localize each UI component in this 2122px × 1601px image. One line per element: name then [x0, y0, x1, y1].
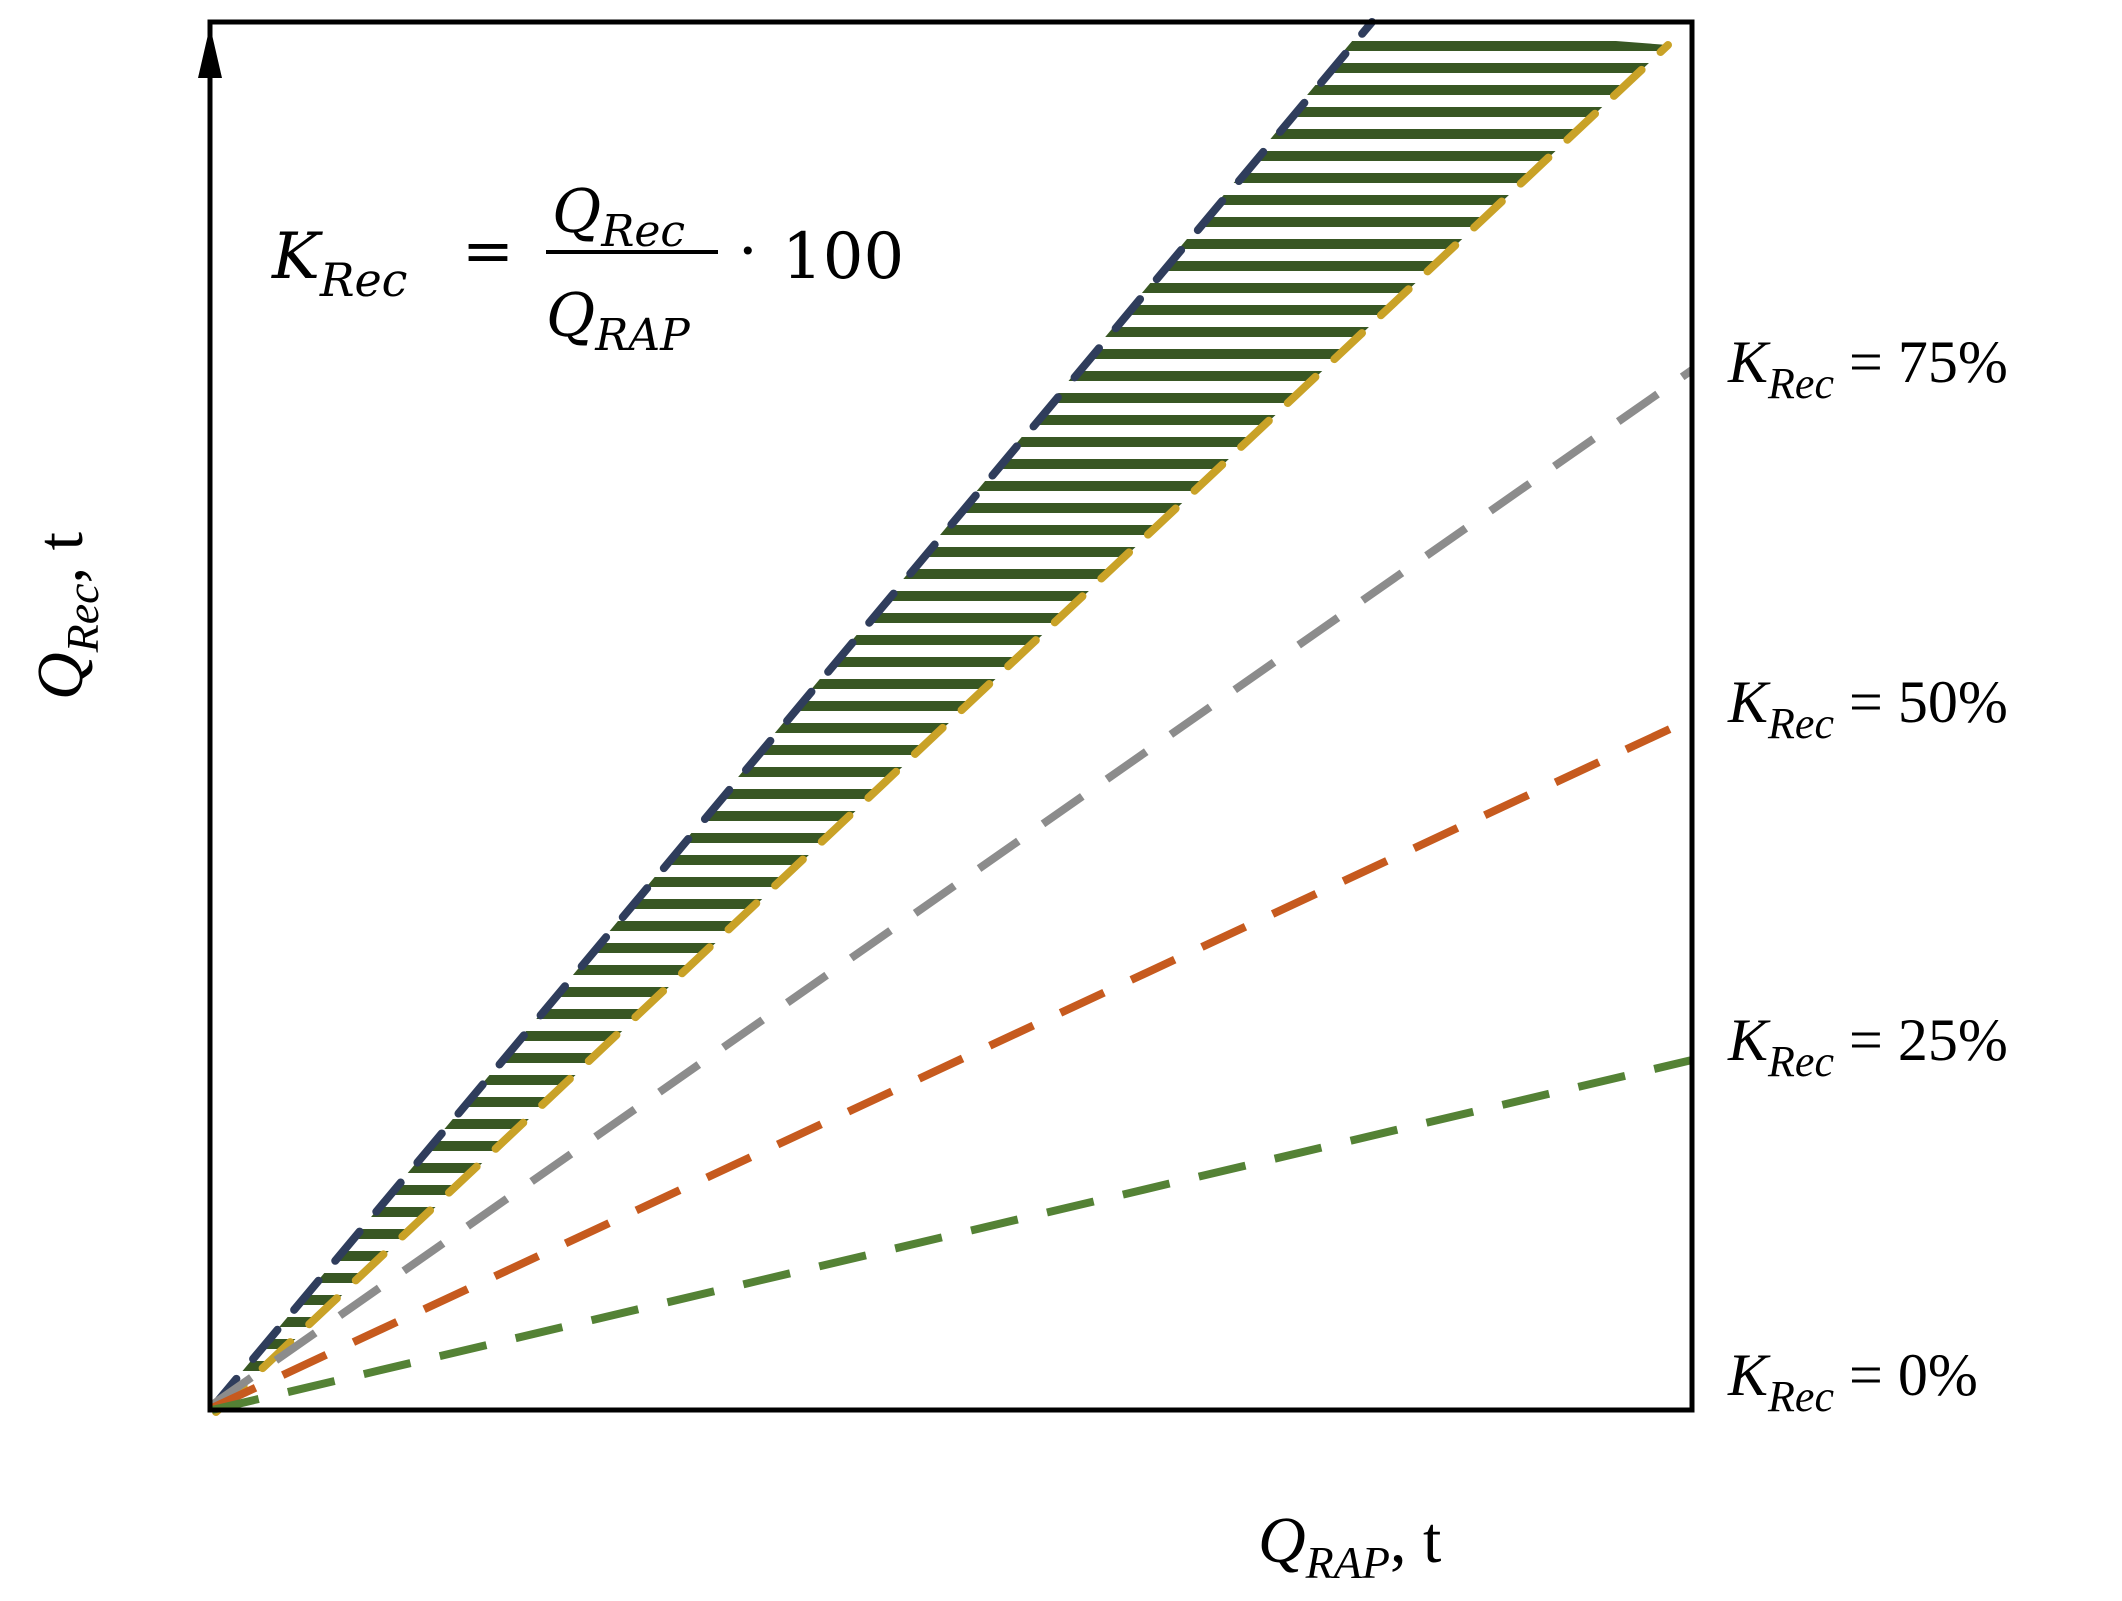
formula-denominator-subscript: RAP — [594, 310, 691, 361]
formula-dot: · — [738, 214, 758, 287]
band-lower-boundary-line — [212, 41, 1672, 1416]
line-krec-75 — [209, 366, 1695, 1409]
x-axis-label: QRAP, t — [1258, 1504, 1441, 1588]
formula-equals: = — [462, 214, 514, 287]
line-krec-25 — [211, 1056, 1693, 1414]
formula-numerator-symbol: Q — [552, 177, 601, 247]
band-upper-boundary-line — [208, 18, 1376, 1412]
formula-factor: 100 — [782, 220, 904, 294]
line-krec-50 — [210, 718, 1687, 1412]
label-krec-75: KRec = 75% — [1727, 329, 2008, 408]
line-labels: KRec = 75% KRec = 50% KRec = 25% KRec = … — [1727, 329, 2008, 1421]
formula-denominator-symbol: Q — [546, 281, 595, 351]
svg-text:KRec: KRec — [271, 220, 407, 307]
formula-lhs-symbol: K — [271, 220, 323, 294]
svg-text:QRec: QRec — [552, 177, 685, 257]
label-krec-50: KRec = 50% — [1727, 669, 2008, 748]
recycling-formula: KRec = QRec QRAP · 100 — [271, 177, 904, 361]
formula-numerator-subscript: Rec — [600, 206, 685, 257]
label-krec-0: KRec = 0% — [1727, 1342, 1978, 1421]
y-axis-arrowhead — [198, 26, 222, 78]
svg-text:QRAP: QRAP — [546, 281, 691, 361]
hatched-band — [210, 41, 1668, 1393]
formula-lhs-subscript: Rec — [319, 253, 408, 307]
y-axis-label: QRec, t — [24, 532, 108, 700]
label-krec-25: KRec = 25% — [1727, 1007, 2008, 1086]
plot-frame — [207, 19, 1695, 1413]
